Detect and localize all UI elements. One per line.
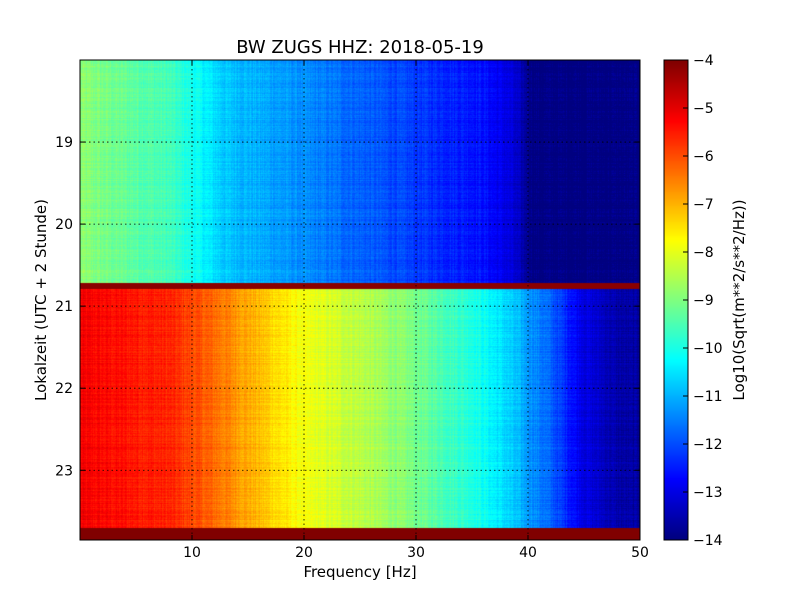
colorbar-tick-label: −11 xyxy=(693,389,723,405)
grid-lines xyxy=(80,60,640,540)
plot-frame xyxy=(79,59,641,541)
x-tick-label: 10 xyxy=(183,545,201,561)
y-axis-label: Lokalzeit (UTC + 2 Stunde) xyxy=(32,199,50,401)
x-tick-label: 20 xyxy=(295,545,313,561)
x-tick-label: 40 xyxy=(519,545,537,561)
colorbar-tick-label: −7 xyxy=(693,197,714,213)
y-tick-label: 19 xyxy=(55,135,73,151)
x-axis-label: Frequency [Hz] xyxy=(303,563,416,581)
colorbar-label: Log10(Sqrt(m**2/s**2/Hz)) xyxy=(730,199,748,400)
colorbar-tick-label: −5 xyxy=(693,101,714,117)
plot-area xyxy=(79,59,641,541)
colorbar-tick-label: −9 xyxy=(693,293,714,309)
colorbar-tick-label: −4 xyxy=(693,53,714,69)
spectrogram-heatmap xyxy=(80,60,640,540)
y-tick-label: 22 xyxy=(55,381,73,397)
colorbar-tick-label: −6 xyxy=(693,149,714,165)
y-tick-label: 23 xyxy=(55,463,73,479)
colorbar-tick-label: −13 xyxy=(693,485,723,501)
colorbar-tick-label: −8 xyxy=(693,245,714,261)
colorbar-tick-label: −12 xyxy=(693,437,723,453)
chart-title: BW ZUGS HHZ: 2018-05-19 xyxy=(236,37,484,58)
colorbar-tick-label: −10 xyxy=(693,341,723,357)
colorbar-tick-label: −14 xyxy=(693,533,723,549)
x-tick-label: 30 xyxy=(407,545,425,561)
y-tick-label: 20 xyxy=(55,217,73,233)
y-tick-label: 21 xyxy=(55,299,73,315)
x-axis: 10 20 30 40 50 xyxy=(183,60,649,561)
y-axis: 19 20 21 22 23 xyxy=(55,135,640,479)
colorbar: −4 −5 −6 −7 −8 −9 −10 −11 −12 −13 −14 Log10(Sqrt(m… xyxy=(663,53,748,549)
colorbar-ticks: −4 −5 −6 −7 −8 −9 −10 −11 −12 −13 −14 xyxy=(683,53,723,549)
x-tick-label: 50 xyxy=(631,545,649,561)
